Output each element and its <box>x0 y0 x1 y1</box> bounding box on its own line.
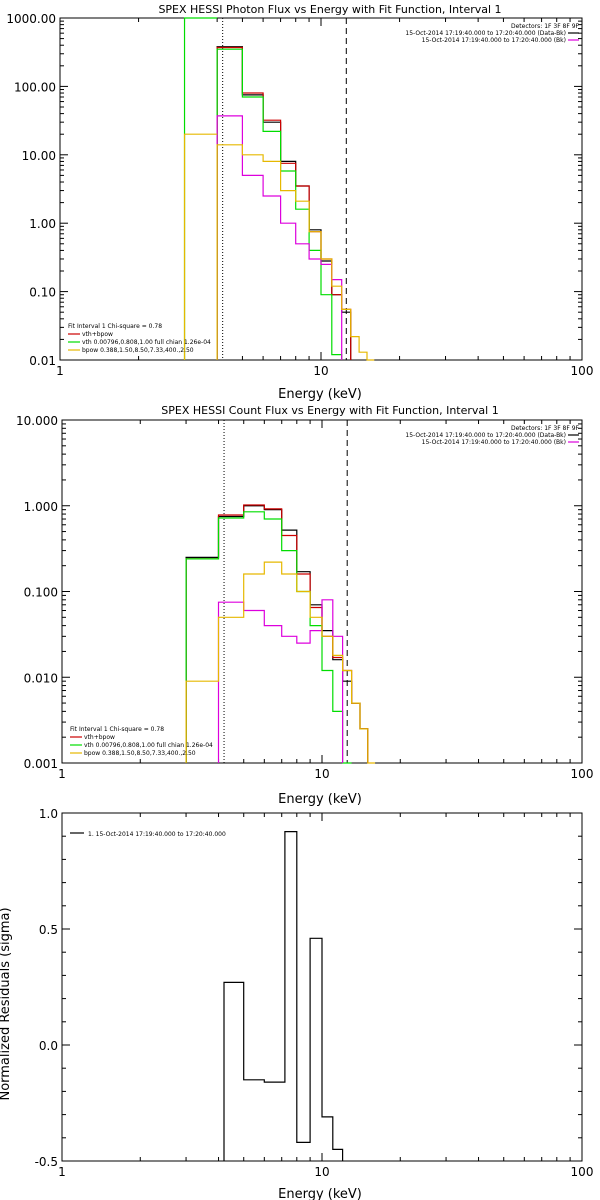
photon-flux-y-tick-label: 10.00 <box>22 149 56 163</box>
count-flux-x-tick-label: 1 <box>58 767 66 781</box>
residuals-y-tick-label: 1.0 <box>39 807 58 821</box>
residuals-x-tick-label: 1 <box>58 1165 66 1179</box>
photon-flux-y-tick-label: 0.01 <box>29 354 56 368</box>
photon-flux-legend-detectors: Detectors: 1F 3F 8F 9F <box>511 23 580 30</box>
residuals-x-tick-label: 10 <box>314 1165 329 1179</box>
count-flux-legend-interval: 15-Oct-2014 17:19:40.000 to 17:20:40.000… <box>405 432 566 439</box>
photon-flux-fit-legend-label: bpow 0.388,1.50,8.50,7.33,400.,2.50 <box>82 347 194 354</box>
photon-flux-y-tick-label: 1.00 <box>29 217 56 231</box>
count-flux-fit-legend-label: vth 0.00796,0.808,1.00 full chian 1.26e-… <box>84 742 213 749</box>
count-flux-x-tick-label: 10 <box>314 767 329 781</box>
photon-flux-low-energy-bin-yellow <box>183 133 218 360</box>
photon-flux-series-bpow <box>216 144 375 361</box>
count-flux-y-tick-label: 1.000 <box>24 500 58 514</box>
count-flux-panel: SPEX HESSI Count Flux vs Energy with Fit… <box>16 404 593 807</box>
residuals-panel: Energy (keV) Normalized Residuals (sigma… <box>0 807 593 1200</box>
residuals-y-tick-label: 0.5 <box>39 923 58 937</box>
photon-flux-title: SPEX HESSI Photon Flux vs Energy with Fi… <box>158 3 501 16</box>
count-flux-legend-detectors: Detectors: 1F 3F 8F 9F <box>511 425 580 432</box>
count-flux-y-tick-label: 0.100 <box>24 586 58 600</box>
residuals-legend-label: 1. 15-Oct-2014 17:19:40.000 to 17:20:40.… <box>88 831 226 838</box>
residuals-y-tick-label: 0.0 <box>39 1039 58 1053</box>
photon-flux-fit-legend-label: vth 0.00796,0.808,1.00 full chian 1.26e-… <box>82 339 211 346</box>
photon-flux-xlabel: Energy (keV) <box>278 387 362 402</box>
photon-flux-y-tick-label: 0.10 <box>29 286 56 300</box>
photon-flux-y-tick-label: 1000.00 <box>6 12 56 26</box>
count-flux-fit-legend-label: vth+bpow <box>84 734 115 741</box>
residuals-x-tick-label: 100 <box>571 1165 594 1179</box>
photon-flux-x-tick-label: 100 <box>571 364 594 378</box>
count-flux-fit-legend-label: Fit Interval 1 Chi-square = 0.78 <box>70 726 164 733</box>
photon-flux-series-vth-bpow <box>216 46 352 360</box>
photon-flux-x-tick-label: 1 <box>56 364 64 378</box>
residuals-y-tick-label: -0.5 <box>35 1155 58 1169</box>
count-flux-y-tick-label: 10.000 <box>16 414 58 428</box>
photon-flux-x-tick-label: 10 <box>313 364 328 378</box>
count-flux-y-tick-label: 0.010 <box>24 671 58 685</box>
photon-flux-fit-legend-label: vth+bpow <box>82 331 113 338</box>
count-flux-series-bpow <box>185 561 376 764</box>
residuals-xlabel: Energy (keV) <box>278 1187 362 1200</box>
count-flux-fit-legend-label: bpow 0.388,1.50,8.50,7.33,400.,2.50 <box>84 750 196 757</box>
count-flux-series-vth <box>185 511 352 764</box>
count-flux-x-tick-label: 100 <box>571 767 594 781</box>
count-flux-y-tick-label: 0.001 <box>24 757 58 771</box>
residuals-ylabel: Normalized Residuals (sigma) <box>0 907 13 1100</box>
photon-flux-legend-interval: 15-Oct-2014 17:19:40.000 to 17:20:40.000… <box>422 37 566 44</box>
count-flux-legend-interval: 15-Oct-2014 17:19:40.000 to 17:20:40.000… <box>422 439 566 446</box>
count-flux-title: SPEX HESSI Count Flux vs Energy with Fit… <box>161 404 498 417</box>
photon-flux-y-tick-label: 100.00 <box>14 80 56 94</box>
residuals-series-1-15-oct-2014-17-19-40-000-to-17-20-40-000 <box>223 831 344 1161</box>
count-flux-xlabel: Energy (keV) <box>278 792 362 807</box>
photon-flux-legend-interval: 15-Oct-2014 17:19:40.000 to 17:20:40.000… <box>405 30 566 37</box>
photon-flux-panel: SPEX HESSI Photon Flux vs Energy with Fi… <box>6 3 593 402</box>
photon-flux-fit-legend-label: Fit Interval 1 Chi-square = 0.78 <box>68 323 162 330</box>
